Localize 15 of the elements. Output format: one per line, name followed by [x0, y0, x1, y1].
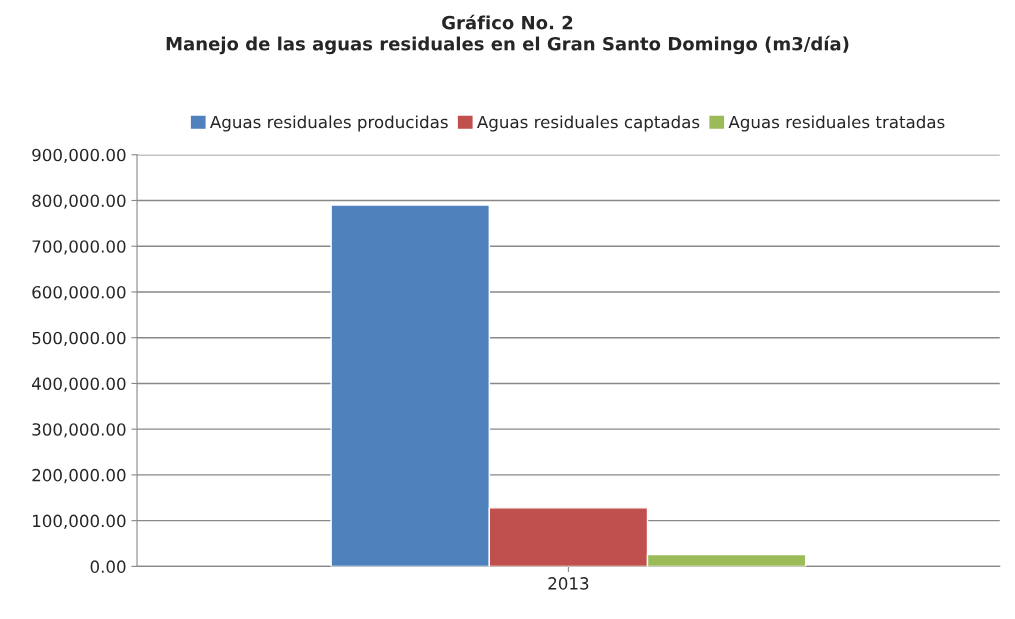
- legend-label: Aguas residuales captadas: [477, 115, 700, 132]
- legend-label: Aguas residuales tratadas: [728, 115, 945, 132]
- y-tick-label: 100,000.00: [33, 514, 126, 529]
- legend-label: Aguas residuales producidas: [210, 115, 448, 132]
- y-tick-label: 700,000.00: [32, 240, 126, 255]
- chart-title: Gráfico No. 2 Manejo de las aguas residuales en el Gran Santo Domingo (m3/día): [166, 14, 849, 55]
- y-tick-label: 900,000.00: [32, 148, 126, 164]
- y-tick-label: 400,000.00: [32, 377, 126, 392]
- y-tick-label: 500,000.00: [32, 331, 126, 346]
- x-tick-label: 2013: [548, 577, 589, 590]
- y-tick-label: 800,000.00: [32, 194, 126, 209]
- y-tick-label: 300,000.00: [32, 423, 126, 438]
- y-tick-label: 600,000.00: [32, 285, 126, 301]
- y-tick-label: 0.00: [90, 560, 126, 573]
- y-tick-label: 200,000.00: [32, 468, 126, 484]
